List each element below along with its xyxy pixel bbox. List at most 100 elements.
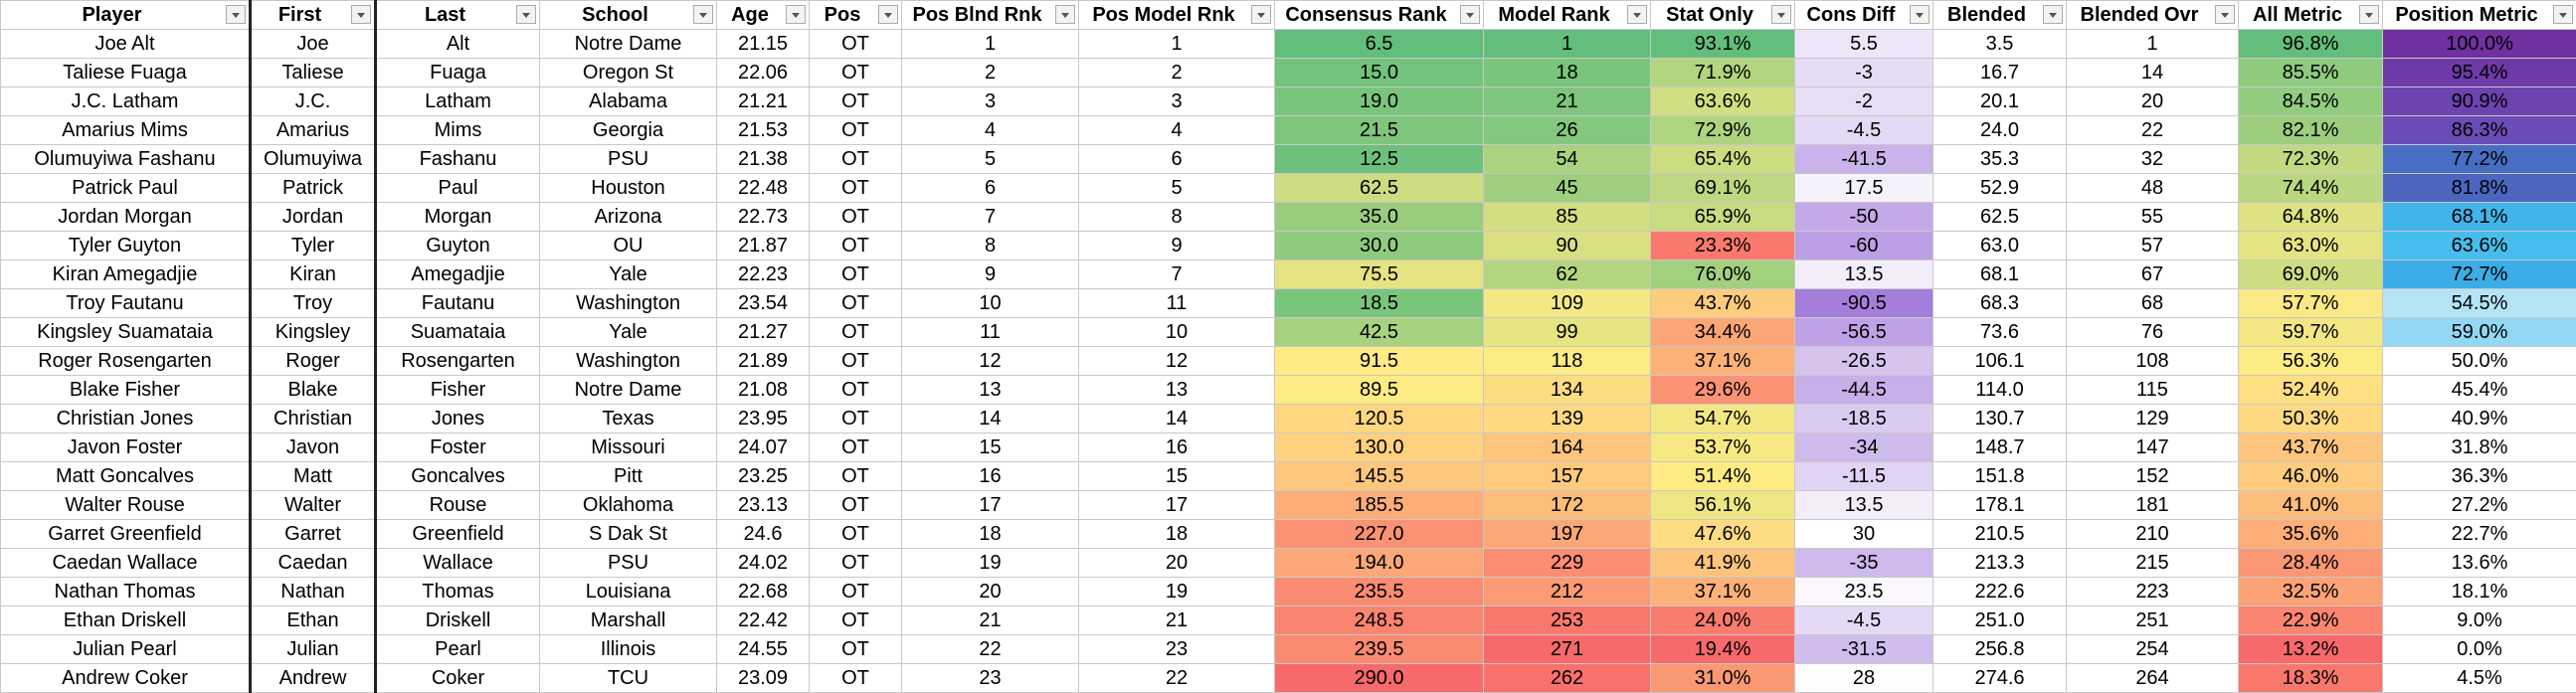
column-header: Last [375, 0, 540, 30]
cell: Walter Rouse [0, 490, 252, 520]
cell: 229 [1483, 548, 1651, 578]
filter-button[interactable] [1460, 5, 1480, 24]
cell: 11 [901, 317, 1079, 347]
cell: TCU [539, 663, 717, 693]
cell: Georgia [539, 115, 717, 145]
cell: Foster [375, 433, 540, 462]
cell: Tyler [250, 231, 377, 260]
column-header: Age [716, 0, 810, 30]
cell: 16 [1078, 433, 1275, 462]
cell: OT [809, 634, 902, 664]
cell: 23 [901, 663, 1079, 693]
data-row: Olumuyiwa Fashanu Olumuyiwa Fashanu PSU 21.3… [0, 144, 2576, 174]
cell: 4.5% [2382, 663, 2576, 693]
cell: 6.5 [1274, 29, 1484, 59]
data-row: Garret Greenfield Garret Greenfield S Dak S… [0, 519, 2576, 549]
cell: 148.7 [1932, 433, 2067, 462]
filter-button[interactable] [1627, 5, 1647, 24]
cell: Roger Rosengarten [0, 346, 252, 376]
cell: 13.5 [1794, 490, 1933, 520]
cell: -60 [1794, 231, 1933, 260]
data-row: Ethan Driskell Ethan Driskell Marshall 22.42… [0, 606, 2576, 635]
filter-button[interactable] [1771, 5, 1791, 24]
cell: 13 [901, 375, 1079, 405]
cell: 16.7 [1932, 58, 2067, 87]
cell: 274.6 [1932, 663, 2067, 693]
cell: Notre Dame [539, 375, 717, 405]
cell: 91.5 [1274, 346, 1484, 376]
cell: 10 [1078, 317, 1275, 347]
filter-button[interactable] [226, 5, 246, 24]
filter-button[interactable] [2043, 5, 2063, 24]
cell: 253 [1483, 606, 1651, 635]
data-row: Patrick Paul Patrick Paul Houston 22.48 OT 6 5 6… [0, 173, 2576, 203]
cell: 69.0% [2238, 260, 2383, 289]
cell: 34.4% [1650, 317, 1795, 347]
cell: Julian [250, 634, 377, 664]
cell: Andrew Coker [0, 663, 252, 693]
cell: Louisiana [539, 577, 717, 606]
cell: 36.3% [2382, 461, 2576, 491]
cell: -26.5 [1794, 346, 1933, 376]
cell: Pitt [539, 461, 717, 491]
cell: Matt Goncalves [0, 461, 252, 491]
filter-button[interactable] [1251, 5, 1271, 24]
cell: 145.5 [1274, 461, 1484, 491]
cell: OT [809, 173, 902, 203]
cell: 21.21 [716, 87, 810, 116]
cell: 69.1% [1650, 173, 1795, 203]
cell: 12 [1078, 346, 1275, 376]
cell: Nathan [250, 577, 377, 606]
cell: 22.7% [2382, 519, 2576, 549]
cell: 5.5 [1794, 29, 1933, 59]
cell: Olumuyiwa [250, 144, 377, 174]
cell: 96.8% [2238, 29, 2383, 59]
cell: 254 [2066, 634, 2239, 664]
column-header: Blended Ovr [2066, 0, 2239, 30]
cell: 37.1% [1650, 346, 1795, 376]
cell: 65.9% [1650, 202, 1795, 232]
cell: OT [809, 404, 902, 433]
filter-button[interactable] [351, 5, 371, 24]
cell: 139 [1483, 404, 1651, 433]
cell: 22.06 [716, 58, 810, 87]
cell: Kingsley Suamataia [0, 317, 252, 347]
cell: 24.07 [716, 433, 810, 462]
column-header: Cons Diff [1794, 0, 1933, 30]
cell: 67 [2066, 260, 2239, 289]
filter-button[interactable] [2553, 5, 2573, 24]
cell: 63.6% [2382, 231, 2576, 260]
filter-button[interactable] [878, 5, 898, 24]
cell: 41.9% [1650, 548, 1795, 578]
cell: 13.6% [2382, 548, 2576, 578]
cell: 23.25 [716, 461, 810, 491]
filter-button[interactable] [2359, 5, 2379, 24]
cell: 99 [1483, 317, 1651, 347]
filter-button[interactable] [693, 5, 713, 24]
cell: Fautanu [375, 288, 540, 318]
column-header: Player [0, 0, 252, 30]
cell: 108 [2066, 346, 2239, 376]
filter-button[interactable] [786, 5, 806, 24]
data-row: J.C. Latham J.C. Latham Alabama 21.21 OT 3 3 19.… [0, 87, 2576, 116]
column-header: School [539, 0, 717, 30]
filter-button[interactable] [1910, 5, 1930, 24]
filter-button[interactable] [516, 5, 536, 24]
cell: 72.9% [1650, 115, 1795, 145]
cell: PSU [539, 144, 717, 174]
cell: 3 [1078, 87, 1275, 116]
cell: 210.5 [1932, 519, 2067, 549]
cell: 20.1 [1932, 87, 2067, 116]
cell: 4 [901, 115, 1079, 145]
cell: Fashanu [375, 144, 540, 174]
cell: 52.9 [1932, 173, 2067, 203]
cell: Missouri [539, 433, 717, 462]
cell: 21 [901, 606, 1079, 635]
cell: 30.0 [1274, 231, 1484, 260]
cell: Christian Jones [0, 404, 252, 433]
cell: Matt [250, 461, 377, 491]
filter-button[interactable] [1055, 5, 1075, 24]
filter-button[interactable] [2215, 5, 2235, 24]
cell: -4.5 [1794, 606, 1933, 635]
